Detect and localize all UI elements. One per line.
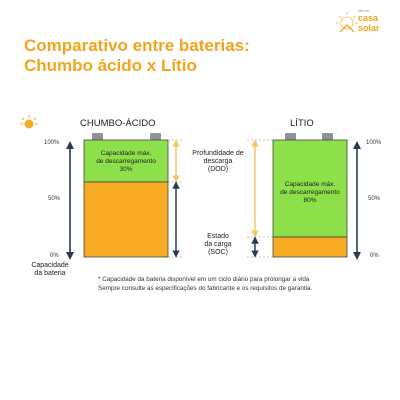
logo-line-2: solar <box>358 23 380 33</box>
lead-acid-label: CHUMBO-ÁCIDO <box>80 118 156 129</box>
lithium-terminal-right <box>322 133 333 140</box>
logo-small-text: Minha <box>358 8 369 13</box>
lead-green-section <box>83 139 169 183</box>
title-line-2: Chumbo ácido x Lítio <box>24 56 197 75</box>
soc-label: Estado da carga (SOC) <box>204 233 232 256</box>
right-scale-100: 100% <box>366 140 382 146</box>
page-title: Comparativo entre baterias: Chumbo ácido… <box>24 36 250 76</box>
left-scale-100: 100% <box>44 140 60 146</box>
lithium-label: LÍTIO <box>290 118 314 129</box>
lithium-green-section <box>272 139 348 238</box>
right-scale-0: 0% <box>370 253 379 259</box>
lead-acid-battery <box>83 133 169 258</box>
lead-terminal-right <box>150 133 161 140</box>
lithium-battery <box>272 133 348 258</box>
logo-line-1: casa <box>358 13 379 23</box>
right-scale-50: 50% <box>368 196 381 202</box>
lithium-terminal-left <box>285 133 296 140</box>
brand-logo: Minha casa solar <box>336 8 396 38</box>
lead-green-text: Capacidade máx. de descarregamento 30% <box>96 150 156 173</box>
lead-orange-section <box>83 181 169 258</box>
left-scale-0: 0% <box>50 253 59 259</box>
capacity-label: Capacidade da bateria <box>31 262 69 277</box>
footnote-line-1: * Capacidade da bateria disponível em um… <box>98 276 310 283</box>
sun-icon <box>20 115 38 129</box>
footnote-line-2: Sempre consulte as especificações do fab… <box>98 285 313 292</box>
lithium-orange-section <box>272 236 348 258</box>
left-scale-50: 50% <box>48 196 61 202</box>
footnote: * Capacidade da bateria disponível em um… <box>98 275 398 293</box>
lead-terminal-left <box>92 133 103 140</box>
dod-label: Profundidade de descarga (DOD) <box>192 150 244 173</box>
title-line-1: Comparativo entre baterias: <box>24 36 250 55</box>
lithium-green-text: Capacidade máx. de descarregamento 80% <box>280 181 340 204</box>
house-sun-logo-icon <box>336 12 358 33</box>
